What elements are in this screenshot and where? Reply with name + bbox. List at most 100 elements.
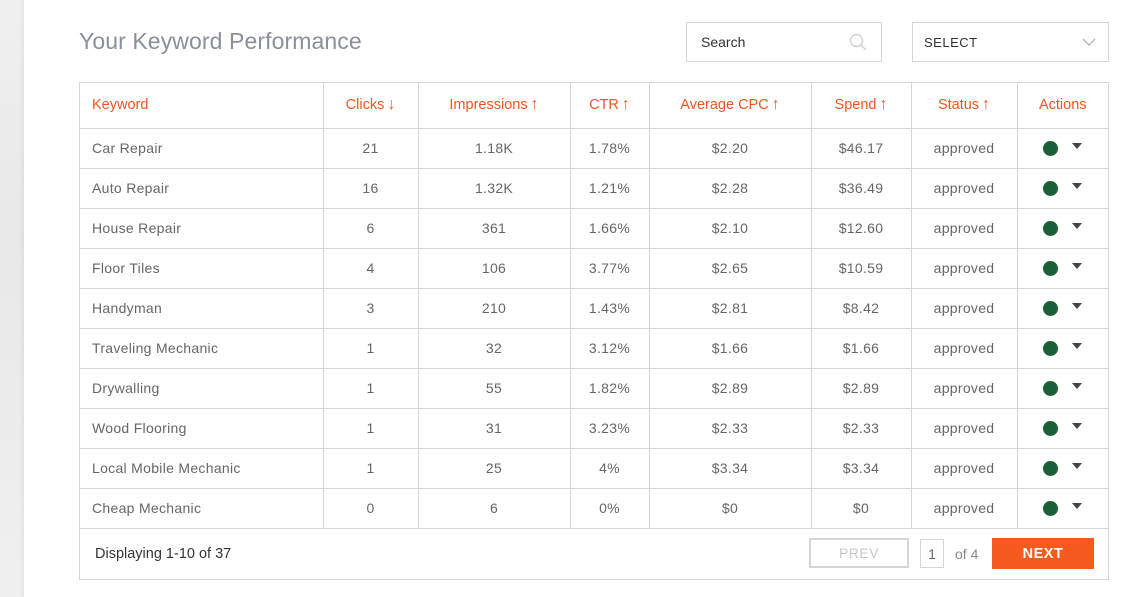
keyword-cell: Cheap Mechanic xyxy=(80,488,324,529)
caret-down-icon[interactable] xyxy=(1072,422,1083,429)
status-cell: approved xyxy=(911,128,1018,169)
table-row: Car Repair 21 1.18K 1.78% $2.20 $46.17 approve… xyxy=(80,128,1108,169)
table-row: Auto Repair 16 1.32K 1.21% $2.28 $36.49 approv… xyxy=(80,168,1108,209)
average-cpc-cell: $1.66 xyxy=(649,328,812,369)
status-toggle-icon[interactable] xyxy=(1043,421,1059,437)
clicks-cell: 4 xyxy=(323,248,419,289)
average-cpc-cell: $2.33 xyxy=(649,408,812,449)
caret-down-icon[interactable] xyxy=(1072,142,1083,149)
impressions-cell: 25 xyxy=(418,448,571,489)
spend-cell: $12.60 xyxy=(811,208,912,249)
spend-cell: $36.49 xyxy=(811,168,912,209)
sort-arrow-icon: ↑ xyxy=(982,96,991,114)
caret-down-icon[interactable] xyxy=(1072,382,1083,389)
column-header-average-cpc[interactable]: Average CPC ↑ xyxy=(649,83,812,129)
status-toggle-icon[interactable] xyxy=(1043,501,1059,517)
average-cpc-cell: $0 xyxy=(649,488,812,529)
caret-down-icon[interactable] xyxy=(1072,342,1083,349)
keyword-cell: Handyman xyxy=(80,288,324,329)
spend-cell: $2.33 xyxy=(811,408,912,449)
table-row: House Repair 6 361 1.66% $2.10 $12.60 approved xyxy=(80,208,1108,249)
column-header-keyword[interactable]: Keyword xyxy=(80,83,324,129)
search-box xyxy=(686,22,882,62)
keyword-cell: Local Mobile Mechanic xyxy=(80,448,324,489)
clicks-cell: 3 xyxy=(323,288,419,329)
impressions-cell: 361 xyxy=(418,208,571,249)
actions-cell xyxy=(1017,128,1108,169)
search-input[interactable] xyxy=(687,23,837,61)
status-toggle-icon[interactable] xyxy=(1043,381,1059,397)
keyword-table: Keyword Clicks ↓ Impressions ↑ CTR ↑ Averag… xyxy=(80,83,1108,529)
sort-arrow-icon: ↑ xyxy=(771,96,780,114)
ctr-cell: 1.21% xyxy=(570,168,650,209)
prev-button[interactable]: PREV xyxy=(809,538,909,568)
table-row: Floor Tiles 4 106 3.77% $2.65 $10.59 approved xyxy=(80,248,1108,289)
impressions-cell: 106 xyxy=(418,248,571,289)
actions-cell xyxy=(1017,368,1108,409)
status-cell: approved xyxy=(911,288,1018,329)
status-cell: approved xyxy=(911,168,1018,209)
actions-cell xyxy=(1017,248,1108,289)
status-toggle-icon[interactable] xyxy=(1043,221,1059,237)
spend-cell: $1.66 xyxy=(811,328,912,369)
page-number-input[interactable] xyxy=(920,539,944,568)
status-toggle-icon[interactable] xyxy=(1043,261,1059,277)
status-toggle-icon[interactable] xyxy=(1043,181,1059,197)
caret-down-icon[interactable] xyxy=(1072,262,1083,269)
filter-select[interactable]: SELECT xyxy=(912,22,1109,62)
keyword-cell: House Repair xyxy=(80,208,324,249)
clicks-cell: 21 xyxy=(323,128,419,169)
status-toggle-icon[interactable] xyxy=(1043,461,1059,477)
impressions-cell: 32 xyxy=(418,328,571,369)
ctr-cell: 3.77% xyxy=(570,248,650,289)
keyword-cell: Floor Tiles xyxy=(80,248,324,289)
clicks-cell: 1 xyxy=(323,328,419,369)
table-row: Cheap Mechanic 0 6 0% $0 $0 approved xyxy=(80,488,1108,529)
status-cell: approved xyxy=(911,408,1018,449)
select-label: SELECT xyxy=(924,35,978,50)
keyword-cell: Wood Flooring xyxy=(80,408,324,449)
average-cpc-cell: $2.65 xyxy=(649,248,812,289)
caret-down-icon[interactable] xyxy=(1072,222,1083,229)
actions-cell xyxy=(1017,488,1108,529)
sort-arrow-icon: ↑ xyxy=(621,96,630,114)
spend-cell: $46.17 xyxy=(811,128,912,169)
ctr-cell: 3.12% xyxy=(570,328,650,369)
actions-cell xyxy=(1017,288,1108,329)
actions-cell xyxy=(1017,408,1108,449)
next-button[interactable]: NEXT xyxy=(992,538,1094,569)
impressions-cell: 31 xyxy=(418,408,571,449)
column-header-spend[interactable]: Spend ↑ xyxy=(811,83,912,129)
impressions-cell: 1.18K xyxy=(418,128,571,169)
search-icon[interactable] xyxy=(849,33,867,51)
status-cell: approved xyxy=(911,368,1018,409)
column-header-clicks[interactable]: Clicks ↓ xyxy=(323,83,419,129)
average-cpc-cell: $2.28 xyxy=(649,168,812,209)
actions-cell xyxy=(1017,168,1108,209)
ctr-cell: 0% xyxy=(570,488,650,529)
clicks-cell: 1 xyxy=(323,448,419,489)
average-cpc-cell: $3.34 xyxy=(649,448,812,489)
status-toggle-icon[interactable] xyxy=(1043,301,1059,317)
clicks-cell: 1 xyxy=(323,408,419,449)
ctr-cell: 1.43% xyxy=(570,288,650,329)
column-header-impressions[interactable]: Impressions ↑ xyxy=(418,83,571,129)
status-toggle-icon[interactable] xyxy=(1043,341,1059,357)
clicks-cell: 0 xyxy=(323,488,419,529)
column-header-ctr[interactable]: CTR ↑ xyxy=(570,83,650,129)
ctr-cell: 3.23% xyxy=(570,408,650,449)
status-cell: approved xyxy=(911,248,1018,289)
caret-down-icon[interactable] xyxy=(1072,302,1083,309)
status-cell: approved xyxy=(911,488,1018,529)
caret-down-icon[interactable] xyxy=(1072,182,1083,189)
caret-down-icon[interactable] xyxy=(1072,462,1083,469)
caret-down-icon[interactable] xyxy=(1072,502,1083,509)
ctr-cell: 1.78% xyxy=(570,128,650,169)
left-background-strip xyxy=(0,0,24,597)
clicks-cell: 1 xyxy=(323,368,419,409)
status-toggle-icon[interactable] xyxy=(1043,141,1059,157)
status-cell: approved xyxy=(911,208,1018,249)
column-header-status[interactable]: Status ↑ xyxy=(911,83,1018,129)
ctr-cell: 1.66% xyxy=(570,208,650,249)
clicks-cell: 6 xyxy=(323,208,419,249)
